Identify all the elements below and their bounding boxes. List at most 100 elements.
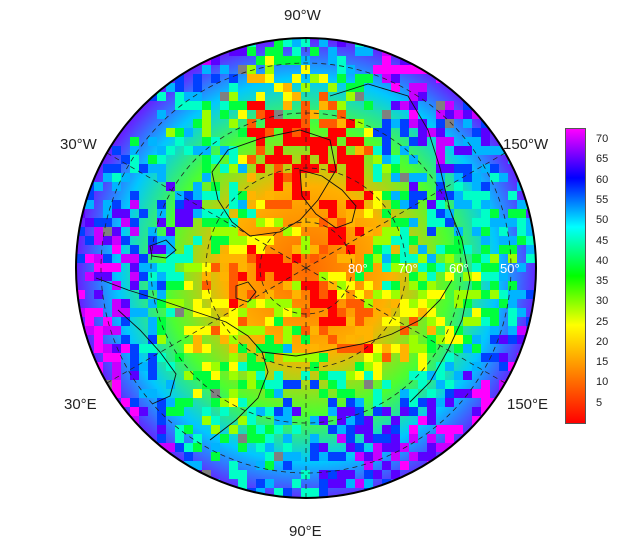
data-cell xyxy=(382,236,391,245)
data-cell xyxy=(301,65,310,74)
data-cell xyxy=(283,461,292,470)
data-cell xyxy=(490,317,499,326)
data-cell xyxy=(220,335,229,344)
data-cell xyxy=(508,191,517,200)
data-cell xyxy=(265,74,274,83)
data-cell xyxy=(256,56,265,65)
data-cell xyxy=(292,227,301,236)
data-cell xyxy=(94,236,103,245)
data-cell xyxy=(535,200,536,209)
data-cell xyxy=(409,281,418,290)
data-cell xyxy=(130,227,139,236)
data-cell xyxy=(391,434,400,443)
data-cell xyxy=(301,218,310,227)
data-cell xyxy=(409,299,418,308)
data-cell xyxy=(256,146,265,155)
data-cell xyxy=(202,173,211,182)
data-cell xyxy=(481,137,490,146)
data-cell xyxy=(85,308,94,317)
data-cell xyxy=(337,218,346,227)
data-cell xyxy=(364,362,373,371)
data-cell xyxy=(310,47,319,56)
data-cell xyxy=(184,281,193,290)
data-cell xyxy=(400,263,409,272)
data-cell xyxy=(409,398,418,407)
data-cell xyxy=(346,164,355,173)
data-cell xyxy=(274,497,283,498)
data-cell xyxy=(283,119,292,128)
data-cell xyxy=(193,92,202,101)
data-cell xyxy=(193,299,202,308)
data-cell xyxy=(418,281,427,290)
data-cell xyxy=(526,290,535,299)
colorbar-tick-label: 20 xyxy=(596,335,609,348)
data-cell xyxy=(274,173,283,182)
data-cell xyxy=(427,299,436,308)
data-cell xyxy=(157,110,166,119)
data-cell xyxy=(103,317,112,326)
data-cell xyxy=(337,119,346,128)
data-cell xyxy=(274,182,283,191)
data-cell xyxy=(103,164,112,173)
data-cell xyxy=(409,335,418,344)
data-cell xyxy=(472,281,481,290)
data-cell xyxy=(238,128,247,137)
data-cell xyxy=(517,227,526,236)
data-cell xyxy=(409,65,418,74)
data-cell xyxy=(319,218,328,227)
data-cell xyxy=(274,38,283,47)
data-cell xyxy=(418,344,427,353)
data-cell xyxy=(157,236,166,245)
data-cell xyxy=(472,173,481,182)
data-cell xyxy=(112,245,121,254)
data-cell xyxy=(229,218,238,227)
data-cell xyxy=(346,182,355,191)
data-cell xyxy=(175,425,184,434)
data-cell xyxy=(202,155,211,164)
data-cell xyxy=(499,290,508,299)
data-cell xyxy=(256,200,265,209)
data-cell xyxy=(292,173,301,182)
data-cell xyxy=(202,380,211,389)
lat-label-60: 60° xyxy=(449,261,469,276)
data-field xyxy=(76,38,536,498)
data-cell xyxy=(391,227,400,236)
data-cell xyxy=(337,272,346,281)
data-cell xyxy=(220,236,229,245)
data-cell xyxy=(301,155,310,164)
data-cell xyxy=(328,398,337,407)
data-cell xyxy=(283,398,292,407)
data-cell xyxy=(301,488,310,497)
data-cell xyxy=(103,263,112,272)
data-cell xyxy=(355,425,364,434)
data-cell xyxy=(400,344,409,353)
data-cell xyxy=(391,425,400,434)
data-cell xyxy=(94,263,103,272)
data-cell xyxy=(256,344,265,353)
data-cell xyxy=(148,344,157,353)
data-cell xyxy=(463,245,472,254)
data-cell xyxy=(229,47,238,56)
data-cell xyxy=(535,308,536,317)
data-cell xyxy=(283,92,292,101)
data-cell xyxy=(481,290,490,299)
data-cell xyxy=(319,326,328,335)
data-cell xyxy=(148,164,157,173)
data-cell xyxy=(274,83,283,92)
data-cell xyxy=(418,353,427,362)
data-cell xyxy=(337,380,346,389)
data-cell xyxy=(391,416,400,425)
data-cell xyxy=(463,137,472,146)
data-cell xyxy=(256,236,265,245)
data-cell xyxy=(490,326,499,335)
data-cell xyxy=(373,146,382,155)
data-cell xyxy=(202,128,211,137)
data-cell xyxy=(346,398,355,407)
data-cell xyxy=(355,362,364,371)
data-cell xyxy=(508,209,517,218)
data-cell xyxy=(274,218,283,227)
data-cell xyxy=(220,398,229,407)
data-cell xyxy=(346,416,355,425)
data-cell xyxy=(418,380,427,389)
data-cell xyxy=(508,308,517,317)
